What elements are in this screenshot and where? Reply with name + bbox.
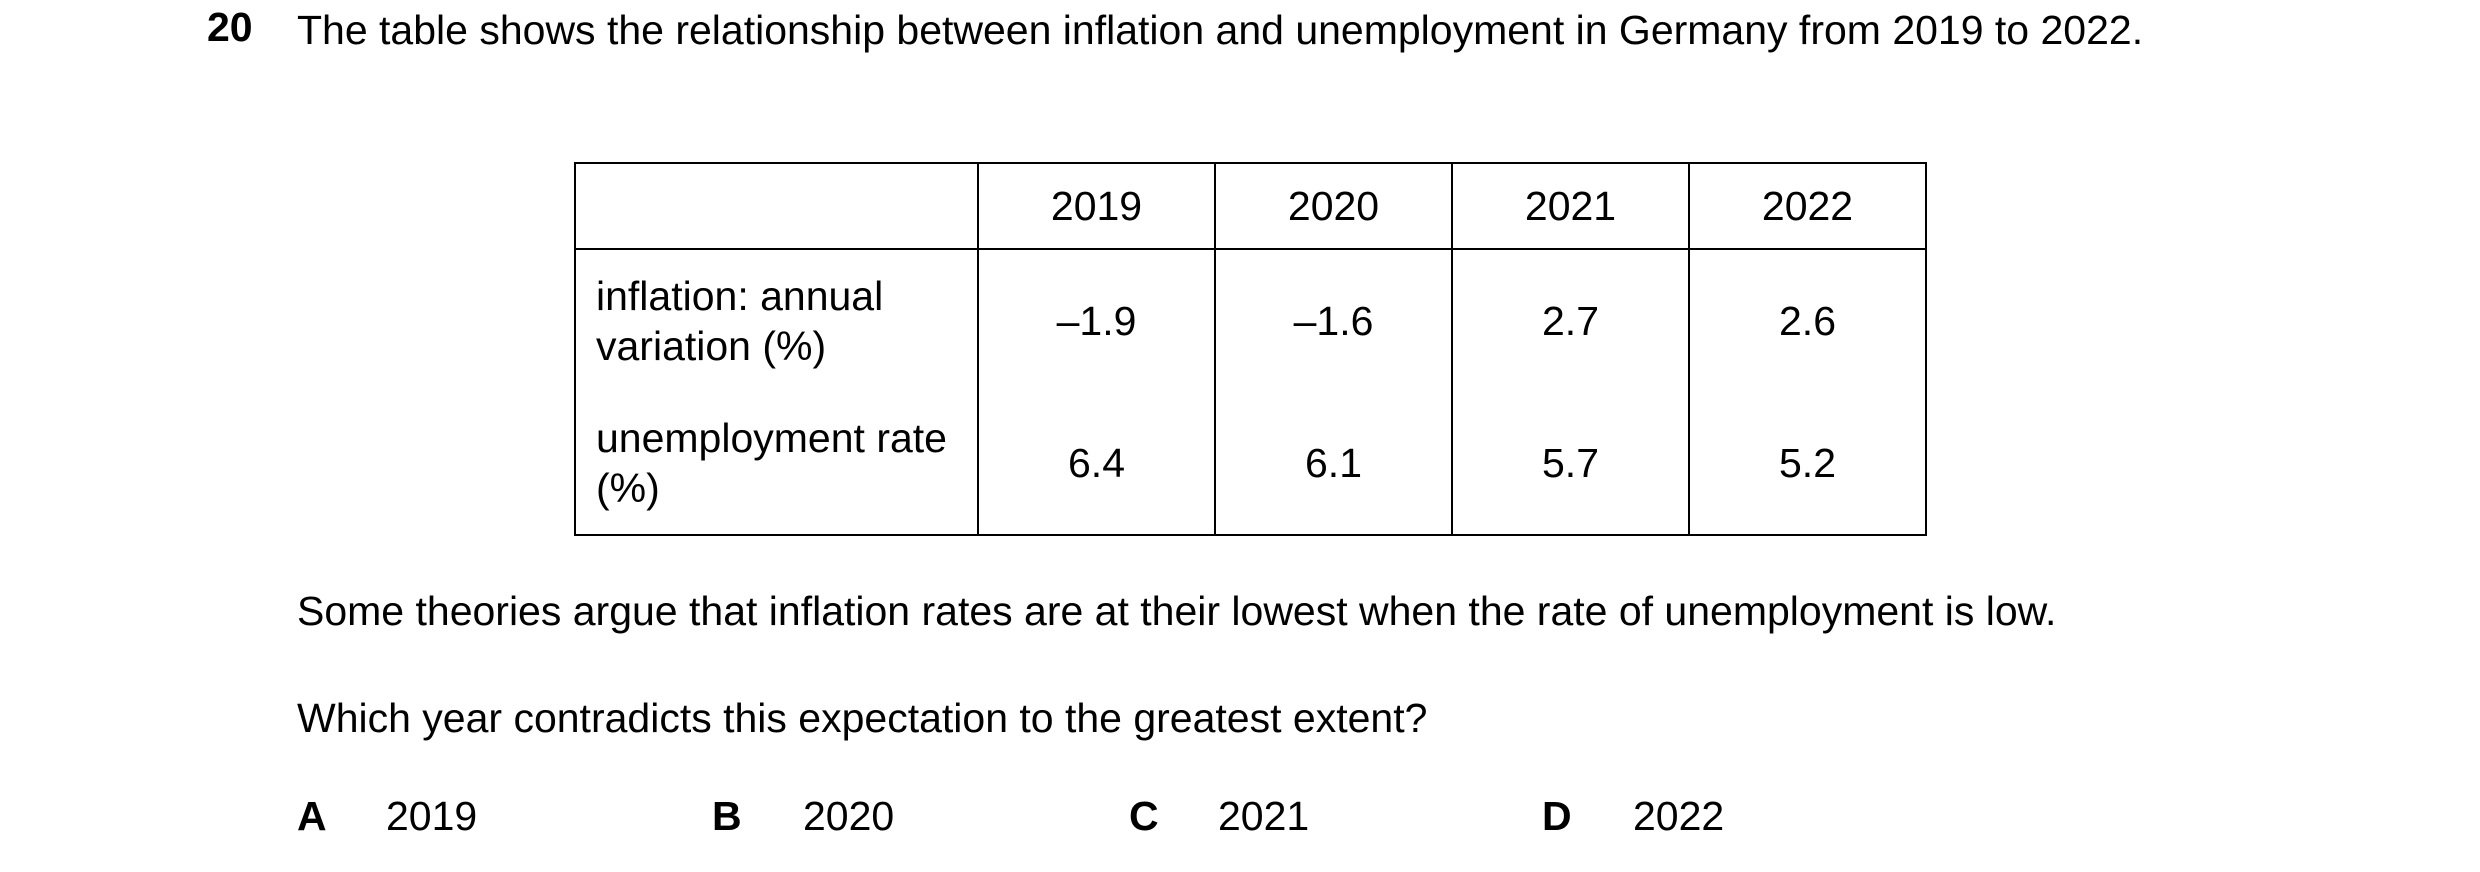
cell: 2.6 [1688,249,1927,392]
cell: 5.7 [1451,392,1690,536]
option-text: 2019 [386,793,478,839]
question-number: 20 [207,4,253,50]
corner-cell [574,162,979,250]
row-label: unemployment rate (%) [574,392,979,536]
header-cell: 2020 [1214,162,1453,250]
option-text: 2021 [1218,793,1310,839]
table-row: inflation: annual variation (%) –1.9 –1.… [574,249,1927,392]
header-cell: 2022 [1688,162,1927,250]
cell: 6.4 [977,392,1216,536]
cell: 2.7 [1451,249,1690,392]
cell: –1.6 [1214,249,1453,392]
data-table: 2019 2020 2021 2022 inflation: annual va… [574,162,1927,536]
option-text: 2020 [803,793,895,839]
cell: 6.1 [1214,392,1453,536]
question-stem: The table shows the relationship between… [297,7,2144,53]
option-text: 2022 [1633,793,1725,839]
row-label: inflation: annual variation (%) [574,249,979,392]
option-letter: A [297,793,327,839]
header-cell: 2019 [977,162,1216,250]
option-letter: B [712,793,742,839]
option-letter: C [1129,793,1159,839]
prompt: Which year contradicts this expectation … [297,695,1428,741]
header-row: 2019 2020 2021 2022 [574,162,1927,250]
option-letter: D [1542,793,1572,839]
header-cell: 2021 [1451,162,1690,250]
cell: 5.2 [1688,392,1927,536]
statement: Some theories argue that inflation rates… [297,588,2057,634]
table-row: unemployment rate (%) 6.4 6.1 5.7 5.2 [574,392,1927,536]
cell: –1.9 [977,249,1216,392]
